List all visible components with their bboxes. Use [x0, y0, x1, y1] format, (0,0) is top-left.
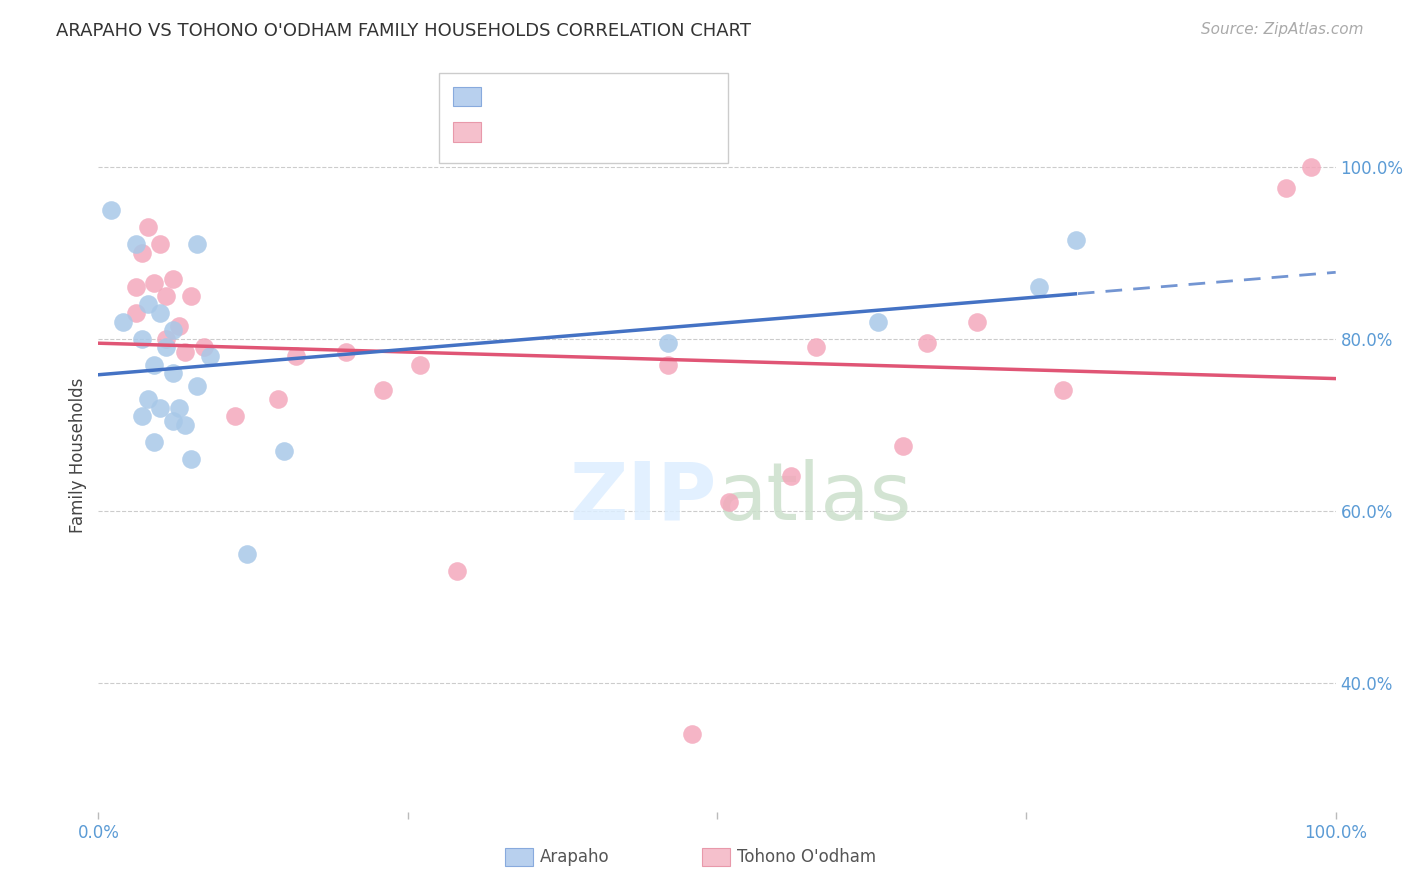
Text: R =: R = [488, 123, 524, 141]
Text: Tohono O'odham: Tohono O'odham [737, 848, 876, 866]
Point [804, 341, 827, 355]
Point [131, 245, 153, 260]
Point [718, 495, 741, 509]
Point [917, 336, 939, 351]
Point [149, 306, 172, 320]
Y-axis label: Family Households: Family Households [69, 377, 87, 533]
Point [136, 297, 159, 311]
Text: 0.388: 0.388 [510, 87, 562, 105]
Text: Source: ZipAtlas.com: Source: ZipAtlas.com [1201, 22, 1364, 37]
Point [681, 727, 703, 741]
Point [866, 315, 889, 329]
Text: 27: 27 [589, 87, 613, 105]
Point [124, 280, 146, 294]
Point [891, 439, 914, 453]
Text: N =: N = [567, 123, 603, 141]
Point [100, 202, 122, 217]
Text: atlas: atlas [717, 458, 911, 537]
Point [273, 443, 295, 458]
Point [155, 332, 177, 346]
Point [1064, 233, 1087, 247]
Point [371, 384, 394, 398]
Text: 0.340: 0.340 [510, 123, 562, 141]
Point [143, 435, 166, 450]
Point [162, 413, 184, 427]
Text: ZIP: ZIP [569, 458, 717, 537]
Text: 30: 30 [589, 123, 612, 141]
Point [167, 318, 190, 333]
Point [657, 358, 679, 372]
Point [193, 341, 215, 355]
Point [236, 547, 259, 561]
Point [174, 417, 197, 432]
Point [143, 358, 166, 372]
Point [162, 323, 184, 337]
Point [1028, 280, 1050, 294]
Point [409, 358, 432, 372]
Point [180, 452, 202, 467]
Point [198, 349, 221, 363]
Point [155, 289, 177, 303]
Point [1275, 181, 1298, 195]
Point [112, 315, 135, 329]
Point [143, 276, 166, 290]
Text: N =: N = [567, 87, 603, 105]
Text: ARAPAHO VS TOHONO O'ODHAM FAMILY HOUSEHOLDS CORRELATION CHART: ARAPAHO VS TOHONO O'ODHAM FAMILY HOUSEHO… [56, 22, 751, 40]
Point [780, 469, 803, 483]
Point [149, 401, 172, 415]
Point [1299, 160, 1322, 174]
Point [224, 409, 246, 424]
Point [131, 332, 153, 346]
Point [174, 344, 197, 359]
Point [131, 409, 153, 424]
Point [124, 306, 146, 320]
Point [267, 392, 290, 406]
Point [966, 315, 988, 329]
Point [285, 349, 308, 363]
Point [149, 237, 172, 252]
Point [124, 237, 146, 252]
Point [136, 220, 159, 235]
Point [335, 344, 357, 359]
Point [180, 289, 202, 303]
Point [136, 392, 159, 406]
Point [155, 341, 177, 355]
Point [446, 564, 468, 578]
Point [167, 401, 190, 415]
Point [1052, 384, 1074, 398]
Text: Arapaho: Arapaho [540, 848, 610, 866]
Point [162, 366, 184, 380]
Point [162, 271, 184, 285]
Point [657, 336, 679, 351]
Point [186, 379, 208, 393]
Point [186, 237, 208, 252]
Text: R =: R = [488, 87, 524, 105]
